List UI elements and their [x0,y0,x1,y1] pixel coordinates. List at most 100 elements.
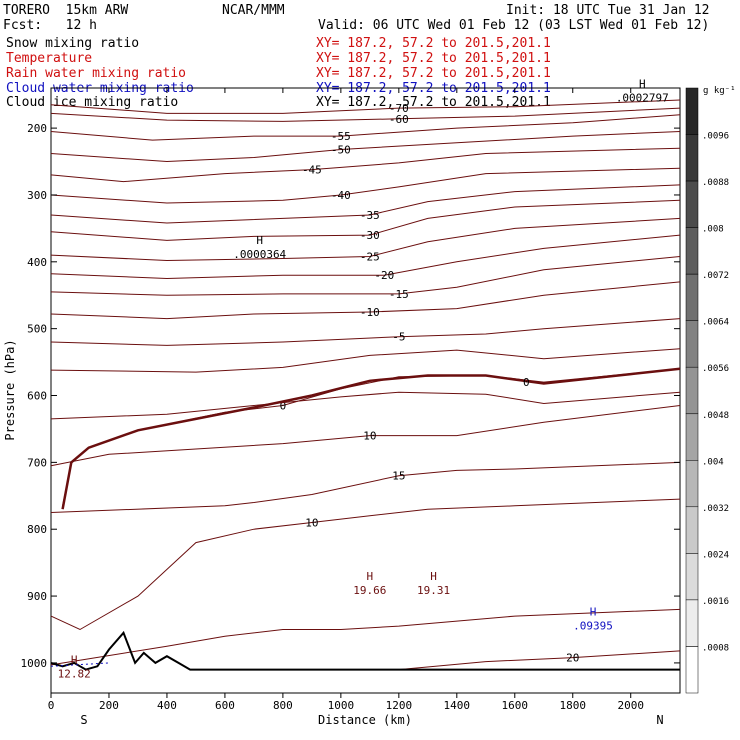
extremum-marker: H [639,77,646,90]
x-tick-label: 1600 [502,699,529,712]
terrain-surface [50,630,680,671]
temperature-contour [50,608,681,666]
plot-frame [50,87,681,694]
colorbar-label: .004 [702,457,724,467]
extremum-value: .0002797 [616,91,669,104]
colorbar-label: .0056 [702,364,729,374]
contour-label: -70 [389,102,409,115]
y-tick-label: 1000 [21,657,48,670]
north-end-label: N [656,713,663,727]
colorbar-segment [685,87,699,135]
field-temperature-label: Temperature [6,51,93,66]
field-temperature-xy: XY= 187.2, 57.2 to 201.5,201.1 [316,51,551,66]
colorbar-label: .0016 [702,597,729,607]
x-axis: 0 200 400 600 800 1000 1200 1400 1600 1800 2000 [48,88,644,712]
x-tick-label: 1400 [444,699,471,712]
extremum-marker: H [430,570,437,583]
field-rain-xy: XY= 187.2, 57.2 to 201.5,201.1 [316,66,551,81]
contour-label: -60 [389,113,409,126]
field-snow-label: Snow mixing ratio [6,36,140,51]
y-tick-label: 500 [27,323,47,336]
y-tick-label: 400 [27,256,47,269]
extremum-value: 19.66 [353,584,386,597]
contour-label: -25 [360,250,380,263]
x-tick-label: 1000 [328,699,355,712]
x-tick-label: 600 [215,699,235,712]
x-tick-label: 200 [99,699,119,712]
field-snow-xy: XY= 187.2, 57.2 to 201.5,201.1 [316,36,551,51]
colorbar-segment [685,227,699,275]
field-cloud-ice-label: Cloud ice mixing ratio [6,95,179,110]
contour-label: -10 [360,306,380,319]
temperature-contour [50,184,681,224]
extremum-marker: H [590,605,597,618]
contour-label: 10 [305,517,318,530]
extremum-value: 12.82 [58,668,91,681]
temperature-contour [398,650,681,671]
colorbar-label: .0096 [702,132,729,142]
forecast-hour: Fcst: 12 h [3,18,97,33]
colorbar-segment [685,506,699,554]
temperature-contours: -70-60-55-50-45-40-35-30-25-20-15-10-501… [50,99,681,671]
temperature-contour [50,318,681,346]
colorbar-label: .0064 [702,318,729,328]
y-tick-label: 700 [27,456,47,469]
temperature-contour [50,498,681,631]
x-tick-label: 0 [48,699,55,712]
colorbar-units: g kg⁻¹ [703,86,736,96]
colorbar-segment [685,273,699,321]
model-title: TORERO 15km ARW [3,3,129,18]
zero-isotherm [61,367,681,510]
contour-label: 15 [392,470,405,483]
colorbar-label: .008 [702,225,724,235]
colorbar-label: .0072 [702,271,729,281]
temperature-contour [50,348,681,373]
temperature-contour [50,461,681,513]
x-tick-label: 400 [157,699,177,712]
x-tick-label: 2000 [617,699,644,712]
extrema-labels: H19.66H19.31H.09395H12.82H.0000364H.0002… [58,77,669,680]
temperature-contour [50,217,681,262]
colorbar-segment [685,646,699,694]
colorbar-segment [685,180,699,228]
extremum-marker: H [71,654,78,667]
contour-label: 10 [363,430,376,443]
colorbar-segment [685,413,699,461]
colorbar-label: .0008 [702,644,729,654]
temperature-contour [50,107,681,122]
contour-label: -5 [392,331,405,344]
extremum-value: 19.31 [417,584,450,597]
y-tick-label: 300 [27,189,47,202]
terrain-line [50,630,680,671]
temperature-contour [50,167,681,204]
temperature-contour [50,199,681,241]
contour-label: 0 [280,400,287,413]
y-tick-label: 600 [27,390,47,403]
temperature-contour [50,256,681,296]
contour-label: 20 [566,652,579,665]
center-title: NCAR/MMM [222,3,285,18]
colorbar-label: .0032 [702,504,729,514]
colorbar-segment [685,553,699,601]
y-axis-label: Pressure (hPa) [3,339,17,440]
contour-label: -20 [374,269,394,282]
x-tick-label: 1200 [386,699,413,712]
south-end-label: S [80,713,87,727]
valid-time: Valid: 06 UTC Wed 01 Feb 12 (03 LST Wed … [318,18,710,33]
extremum-value: .09395 [573,619,613,632]
contour-label: -45 [302,164,322,177]
colorbar-segment [685,366,699,414]
temperature-contour [50,99,681,114]
contour-label: -40 [331,189,351,202]
contour-label: -15 [389,288,409,301]
y-tick-label: 200 [27,122,47,135]
colorbar-label: .0048 [702,411,729,421]
colorbar-segment [685,134,699,182]
contour-label: -55 [331,130,351,143]
x-axis-label: Distance (km) [318,713,412,727]
colorbar: .0096 .0088 .008 .0072 .0064 .0056 .0048 .004 .0… [685,87,729,694]
colorbar-segment [685,460,699,508]
extremum-value: .0000364 [233,248,286,261]
